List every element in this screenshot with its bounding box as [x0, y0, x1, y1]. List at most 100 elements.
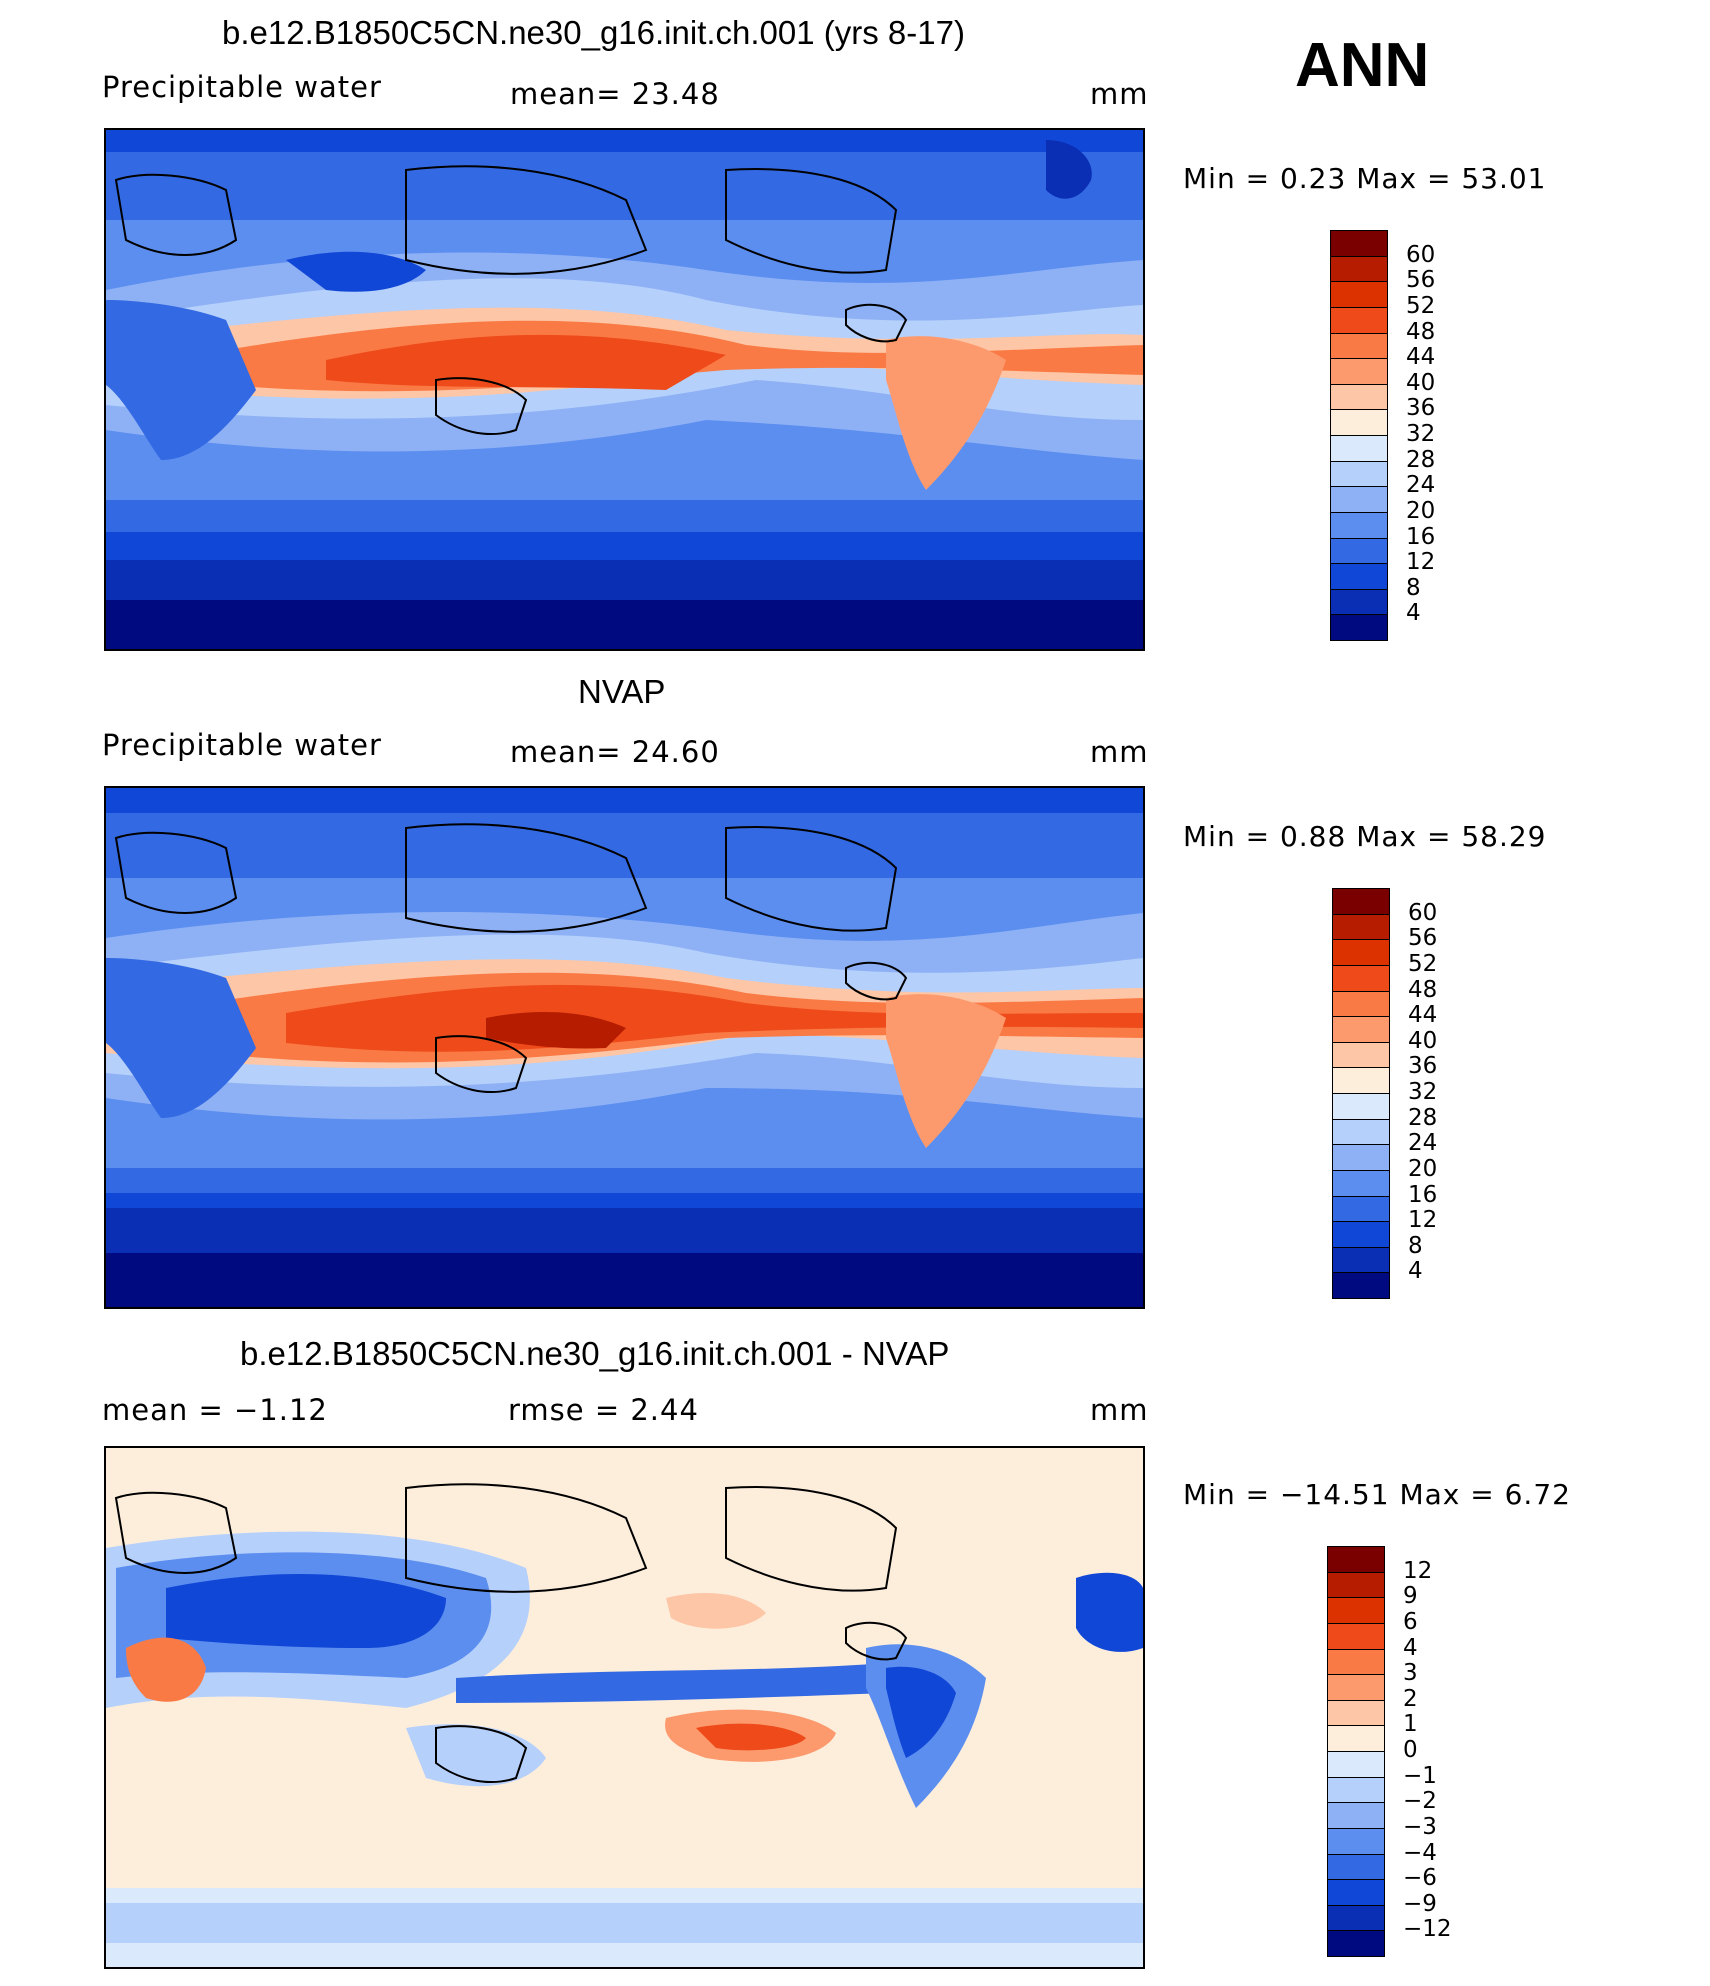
colorbar-swatch	[1327, 1904, 1385, 1932]
mean-label: mean= 24.60	[510, 735, 720, 769]
colorbar-swatch	[1330, 511, 1388, 539]
colorbar-swatch	[1327, 1776, 1385, 1804]
colorbar-swatch	[1332, 913, 1390, 941]
colorbar-swatch	[1327, 1853, 1385, 1881]
colorbar-swatch	[1330, 486, 1388, 513]
colorbar-label: 12	[1406, 549, 1436, 576]
colorbar-swatch	[1327, 1879, 1385, 1906]
colorbar-swatch	[1327, 1674, 1385, 1701]
panel-title: b.e12.B1850C5CN.ne30_g16.init.ch.001 (yr…	[222, 14, 965, 51]
mean-label: mean = −1.12	[102, 1393, 328, 1427]
colorbar-label: −3	[1403, 1813, 1437, 1840]
colorbar-label: 2	[1403, 1685, 1418, 1712]
colorbar-swatch	[1332, 964, 1390, 992]
panel-title: NVAP	[578, 673, 666, 710]
colorbar-swatch	[1332, 1195, 1390, 1223]
colorbar-swatch	[1327, 1930, 1385, 1957]
colorbar-label: 56	[1406, 267, 1436, 294]
colorbar-label: 12	[1408, 1207, 1438, 1234]
colorbar-label: 32	[1408, 1079, 1438, 1105]
units-label: mm	[1090, 77, 1149, 111]
colorbar-swatch	[1327, 1699, 1385, 1727]
colorbar-swatch	[1332, 1041, 1390, 1069]
colorbar-swatch	[1327, 1622, 1385, 1650]
colorbar-swatch	[1330, 332, 1388, 360]
colorbar-label: 4	[1408, 1258, 1423, 1285]
colorbar-swatch	[1330, 383, 1388, 411]
variable-label: Precipitable water	[102, 70, 382, 104]
colorbar-swatch	[1330, 409, 1388, 436]
colorbar-swatch	[1330, 306, 1388, 334]
colorbar-swatch	[1327, 1827, 1385, 1855]
colorbar-swatch	[1330, 537, 1388, 565]
colorbar-label: −4	[1403, 1839, 1437, 1866]
map-canvas	[106, 788, 1143, 1307]
colorbar-label: −1	[1403, 1762, 1437, 1789]
colorbar-swatch	[1332, 1118, 1390, 1146]
rmse-label: rmse = 2.44	[508, 1393, 699, 1427]
colorbar-swatch	[1327, 1751, 1385, 1778]
colorbar-label: 16	[1408, 1181, 1438, 1208]
colorbar-label: 8	[1408, 1232, 1423, 1259]
colorbar-swatch	[1332, 888, 1390, 915]
colorbar-label: 20	[1406, 497, 1436, 524]
colorbar-label: 40	[1406, 369, 1436, 396]
colorbar-label: 0	[1403, 1737, 1418, 1763]
colorbar-swatch	[1332, 1221, 1390, 1248]
colorbar-swatch	[1330, 460, 1388, 488]
colorbar-swatch	[1330, 281, 1388, 308]
colorbar-swatch	[1332, 1067, 1390, 1094]
colorbar-label: 48	[1408, 976, 1438, 1003]
colorbar-swatch	[1330, 230, 1388, 257]
colorbar-label: 8	[1406, 574, 1421, 601]
colorbar-swatch	[1332, 939, 1390, 966]
colorbar-label: 1	[1403, 1711, 1418, 1738]
colorbar-label: 52	[1408, 950, 1438, 977]
colorbar-label: 16	[1406, 523, 1436, 550]
colorbar-label: 20	[1408, 1155, 1438, 1182]
colorbar-label: 40	[1408, 1027, 1438, 1054]
colorbar-swatch	[1332, 990, 1390, 1018]
colorbar-label: 44	[1408, 1002, 1438, 1029]
units-label: mm	[1090, 735, 1149, 769]
colorbar-swatch	[1330, 255, 1388, 283]
colorbar-label: −6	[1403, 1865, 1437, 1892]
colorbar-swatch	[1332, 1272, 1390, 1299]
colorbar-label: 28	[1406, 446, 1436, 473]
colorbar-swatch	[1330, 358, 1388, 385]
map-difference	[104, 1446, 1145, 1969]
colorbar-label: 4	[1403, 1634, 1418, 1661]
colorbar-swatch	[1332, 1246, 1390, 1274]
colorbar-label: 36	[1408, 1053, 1438, 1080]
colorbar-label: 28	[1408, 1104, 1438, 1131]
colorbar-label: 24	[1406, 472, 1436, 499]
colorbar-swatch	[1327, 1648, 1385, 1676]
season-label: ANN	[1295, 31, 1430, 100]
minmax-label: Min = 0.88 Max = 58.29	[1183, 820, 1547, 853]
colorbar-label: 44	[1406, 344, 1436, 371]
colorbar-label: 36	[1406, 395, 1436, 422]
colorbar-label: 9	[1403, 1583, 1418, 1610]
colorbar-label: 4	[1406, 600, 1421, 627]
colorbar-label: 12	[1403, 1557, 1433, 1584]
colorbar-label: 3	[1403, 1660, 1418, 1687]
colorbar-swatch	[1327, 1802, 1385, 1829]
colorbar-swatch	[1332, 1093, 1390, 1120]
colorbar-label: 56	[1408, 925, 1438, 952]
colorbar-label: 52	[1406, 292, 1436, 319]
units-label: mm	[1090, 1393, 1149, 1427]
colorbar-label: 6	[1403, 1608, 1418, 1635]
colorbar-swatch	[1330, 563, 1388, 590]
colorbar-swatch	[1332, 1169, 1390, 1197]
colorbar-swatch	[1327, 1546, 1385, 1573]
colorbar-swatch	[1332, 1016, 1390, 1043]
map-canvas	[106, 130, 1143, 649]
colorbar-swatch	[1330, 435, 1388, 462]
colorbar-swatch	[1330, 588, 1388, 616]
colorbar-label: −9	[1403, 1890, 1437, 1917]
colorbar-label: −12	[1403, 1916, 1452, 1943]
mean-label: mean= 23.48	[510, 77, 720, 111]
colorbar-label: 60	[1408, 899, 1438, 926]
colorbar-label: 32	[1406, 421, 1436, 447]
colorbar-swatch	[1327, 1571, 1385, 1599]
